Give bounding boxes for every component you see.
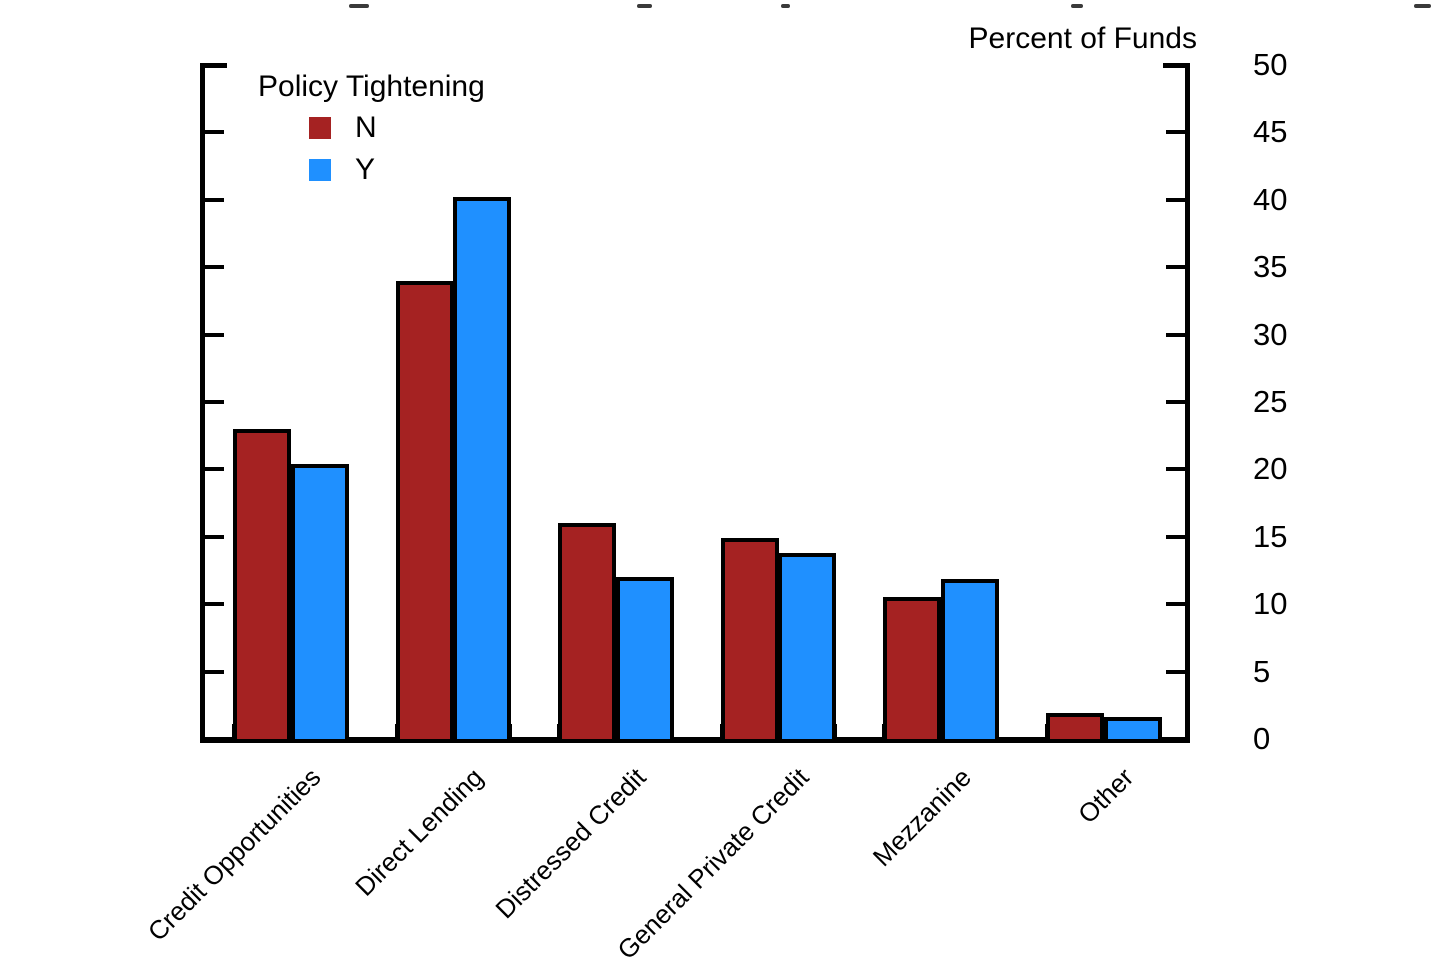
x-category-label-other: Other bbox=[1072, 762, 1140, 830]
y-tick-left-10 bbox=[204, 602, 224, 607]
y-tick-left-35 bbox=[204, 265, 224, 270]
bar-general-private-credit-n bbox=[720, 538, 779, 743]
bar-credit-opportunities-n bbox=[233, 428, 291, 743]
cropped-title-artifact bbox=[1071, 4, 1083, 8]
y-tick-label-30: 30 bbox=[1253, 316, 1288, 352]
y-tick-left-15 bbox=[204, 534, 224, 539]
y-tick-label-20: 20 bbox=[1253, 451, 1288, 487]
y-tick-right-30 bbox=[1166, 332, 1186, 337]
right-axis-spine bbox=[1185, 63, 1190, 743]
cropped-title-artifact bbox=[637, 4, 652, 8]
y-tick-label-0: 0 bbox=[1253, 721, 1271, 756]
y-tick-left-25 bbox=[204, 400, 224, 404]
bar-credit-opportunities-y bbox=[290, 464, 349, 743]
x-category-label-direct-lending: Direct Lending bbox=[349, 762, 490, 902]
y-tick-label-40: 40 bbox=[1253, 181, 1288, 217]
top-left-corner-stub bbox=[200, 63, 227, 68]
top-right-corner-stub bbox=[1163, 63, 1190, 68]
y-tick-right-15 bbox=[1166, 534, 1186, 539]
y-tick-left-30 bbox=[204, 332, 224, 337]
left-axis-spine bbox=[200, 63, 205, 743]
y-tick-left-45 bbox=[204, 130, 224, 135]
y-tick-label-15: 15 bbox=[1253, 518, 1288, 554]
cropped-title-artifact bbox=[349, 4, 369, 8]
bar-other-y bbox=[1103, 717, 1162, 743]
y-tick-right-40 bbox=[1166, 197, 1186, 202]
legend-title: Policy Tightening bbox=[258, 70, 485, 103]
bar-other-n bbox=[1046, 713, 1104, 743]
legend-swatch-n bbox=[309, 117, 331, 139]
y-tick-label-35: 35 bbox=[1253, 249, 1288, 285]
legend-swatch-y bbox=[309, 159, 331, 181]
y-tick-right-20 bbox=[1166, 467, 1186, 472]
bar-direct-lending-y bbox=[453, 197, 512, 743]
y-axis-title: Percent of Funds bbox=[968, 22, 1197, 55]
bar-distressed-credit-n bbox=[558, 523, 617, 743]
bar-mezzanine-n bbox=[883, 597, 942, 743]
y-tick-right-45 bbox=[1166, 130, 1186, 135]
bar-distressed-credit-y bbox=[615, 577, 674, 743]
x-category-label-mezzanine: Mezzanine bbox=[866, 762, 978, 873]
y-tick-left-20 bbox=[204, 467, 224, 472]
y-tick-label-25: 25 bbox=[1253, 384, 1288, 419]
y-tick-label-45: 45 bbox=[1253, 114, 1288, 150]
y-tick-left-5 bbox=[204, 669, 224, 674]
x-category-label-credit-opportunities: Credit Opportunities bbox=[141, 762, 327, 947]
bar-general-private-credit-y bbox=[778, 552, 837, 743]
legend-label-y: Y bbox=[355, 153, 376, 186]
y-tick-label-10: 10 bbox=[1253, 586, 1288, 622]
cropped-title-artifact bbox=[781, 4, 790, 8]
y-tick-right-35 bbox=[1166, 265, 1186, 270]
legend-label-n: N bbox=[355, 111, 377, 144]
y-tick-right-5 bbox=[1166, 669, 1186, 674]
bar-direct-lending-n bbox=[395, 280, 454, 743]
x-category-label-distressed-credit: Distressed Credit bbox=[489, 762, 652, 925]
x-axis-line bbox=[200, 737, 1190, 743]
y-tick-right-10 bbox=[1166, 602, 1186, 607]
y-tick-left-40 bbox=[204, 197, 224, 202]
y-tick-label-50: 50 bbox=[1253, 47, 1288, 82]
y-tick-label-5: 5 bbox=[1253, 653, 1271, 689]
y-tick-right-25 bbox=[1166, 400, 1186, 404]
bar-mezzanine-y bbox=[940, 578, 999, 743]
cropped-title-artifact bbox=[1414, 4, 1431, 8]
